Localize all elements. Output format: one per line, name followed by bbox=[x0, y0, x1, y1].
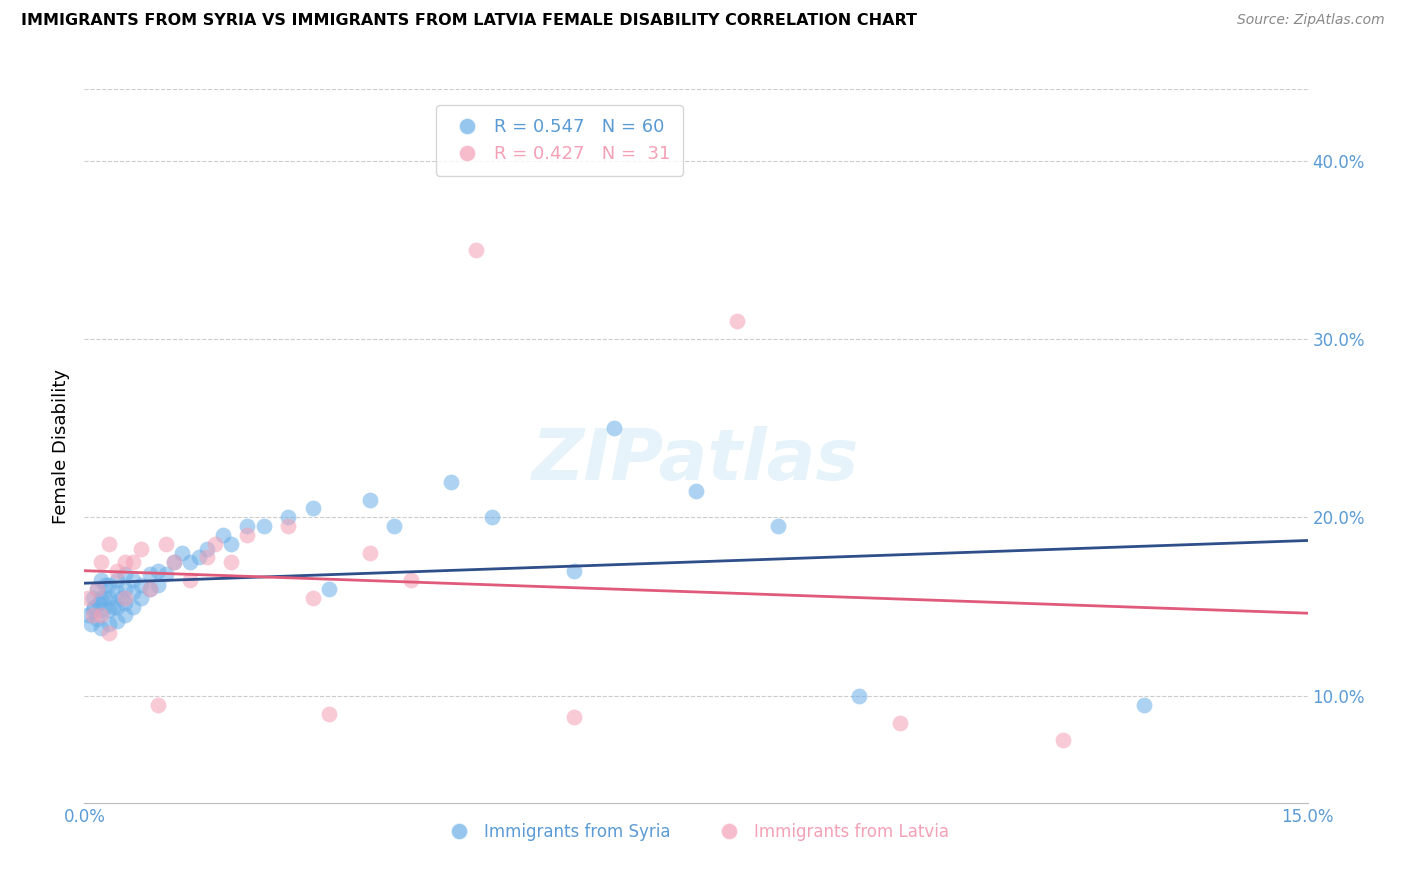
Point bbox=[146, 578, 169, 592]
Point bbox=[277, 510, 299, 524]
Point bbox=[97, 591, 120, 605]
Point bbox=[86, 582, 108, 596]
Point bbox=[1133, 698, 1156, 712]
Point bbox=[90, 608, 112, 623]
Point bbox=[179, 555, 201, 569]
Point bbox=[91, 603, 114, 617]
Point bbox=[87, 596, 110, 610]
Point bbox=[236, 528, 259, 542]
Point bbox=[382, 519, 405, 533]
Point bbox=[359, 492, 381, 507]
Point bbox=[90, 573, 112, 587]
Point bbox=[179, 573, 201, 587]
Point bbox=[114, 582, 136, 596]
Point bbox=[114, 555, 136, 569]
Point bbox=[90, 591, 112, 605]
Point bbox=[301, 591, 323, 605]
Point bbox=[1052, 733, 1074, 747]
Point bbox=[131, 591, 153, 605]
Point bbox=[101, 599, 124, 614]
Text: Source: ZipAtlas.com: Source: ZipAtlas.com bbox=[1237, 13, 1385, 28]
Point bbox=[685, 483, 707, 498]
Point bbox=[114, 596, 136, 610]
Point bbox=[155, 567, 177, 582]
Point bbox=[195, 542, 218, 557]
Legend: Immigrants from Syria, Immigrants from Latvia: Immigrants from Syria, Immigrants from L… bbox=[436, 817, 956, 848]
Point bbox=[138, 582, 160, 596]
Point bbox=[253, 519, 276, 533]
Point bbox=[105, 614, 128, 628]
Point bbox=[80, 617, 103, 632]
Point bbox=[114, 608, 136, 623]
Text: ZIPatlas: ZIPatlas bbox=[533, 425, 859, 495]
Point bbox=[131, 578, 153, 592]
Point bbox=[122, 573, 145, 587]
Point bbox=[105, 585, 128, 599]
Point bbox=[83, 599, 105, 614]
Point bbox=[90, 621, 112, 635]
Point bbox=[212, 528, 235, 542]
Point bbox=[97, 603, 120, 617]
Point bbox=[114, 591, 136, 605]
Point bbox=[172, 546, 194, 560]
Point bbox=[603, 421, 626, 435]
Point bbox=[93, 591, 115, 605]
Point bbox=[766, 519, 789, 533]
Point bbox=[146, 564, 169, 578]
Point bbox=[97, 578, 120, 592]
Point bbox=[122, 599, 145, 614]
Point bbox=[236, 519, 259, 533]
Point bbox=[77, 591, 100, 605]
Point bbox=[122, 585, 145, 599]
Point bbox=[725, 314, 748, 328]
Point bbox=[318, 706, 340, 721]
Point bbox=[122, 555, 145, 569]
Point bbox=[105, 573, 128, 587]
Point bbox=[848, 689, 870, 703]
Point bbox=[138, 567, 160, 582]
Point bbox=[86, 582, 108, 596]
Text: IMMIGRANTS FROM SYRIA VS IMMIGRANTS FROM LATVIA FEMALE DISABILITY CORRELATION CH: IMMIGRANTS FROM SYRIA VS IMMIGRANTS FROM… bbox=[21, 13, 917, 29]
Point bbox=[187, 549, 209, 564]
Point bbox=[82, 608, 104, 623]
Point bbox=[155, 537, 177, 551]
Point bbox=[219, 537, 242, 551]
Point bbox=[359, 546, 381, 560]
Point bbox=[146, 698, 169, 712]
Point bbox=[219, 555, 242, 569]
Point bbox=[481, 510, 503, 524]
Point bbox=[105, 564, 128, 578]
Point bbox=[105, 599, 128, 614]
Point bbox=[110, 591, 132, 605]
Point bbox=[163, 555, 186, 569]
Point bbox=[562, 710, 585, 724]
Point bbox=[77, 608, 100, 623]
Point bbox=[562, 564, 585, 578]
Point bbox=[114, 567, 136, 582]
Point bbox=[82, 591, 104, 605]
Point bbox=[277, 519, 299, 533]
Point bbox=[131, 542, 153, 557]
Point bbox=[318, 582, 340, 596]
Point bbox=[97, 626, 120, 640]
Point bbox=[301, 501, 323, 516]
Point bbox=[86, 612, 108, 626]
Point bbox=[163, 555, 186, 569]
Point bbox=[82, 603, 104, 617]
Point bbox=[90, 555, 112, 569]
Point bbox=[93, 578, 115, 592]
Point bbox=[464, 243, 486, 257]
Point bbox=[440, 475, 463, 489]
Point bbox=[195, 549, 218, 564]
Y-axis label: Female Disability: Female Disability bbox=[52, 368, 70, 524]
Point bbox=[204, 537, 226, 551]
Point bbox=[138, 582, 160, 596]
Point bbox=[889, 715, 911, 730]
Point bbox=[97, 617, 120, 632]
Point bbox=[399, 573, 422, 587]
Point bbox=[97, 537, 120, 551]
